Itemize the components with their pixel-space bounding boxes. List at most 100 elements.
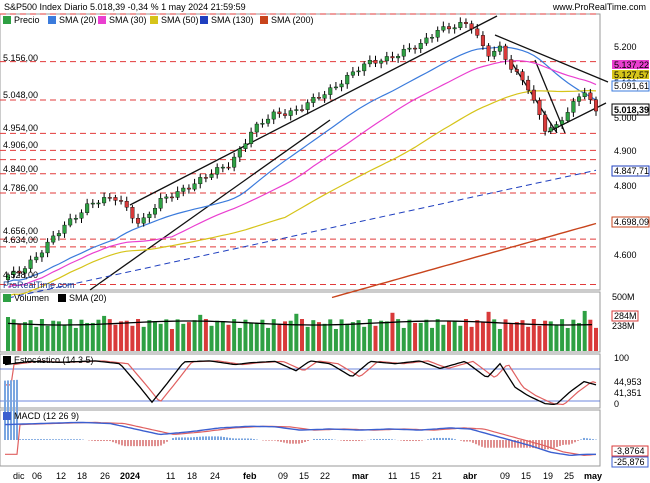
volume-bar <box>560 319 565 351</box>
volume-bar <box>509 323 514 351</box>
volume-bar <box>401 327 406 351</box>
x-tick: 11 <box>166 471 175 481</box>
stoch-axis-top: 100 <box>614 353 629 363</box>
volume-sma-line <box>7 320 593 326</box>
candle-body <box>475 28 480 36</box>
candle-body <box>232 156 237 168</box>
volume-bar <box>492 319 497 351</box>
volume-bar <box>215 320 220 351</box>
volume-bar <box>300 319 304 351</box>
candle-body <box>322 94 327 99</box>
volume-bar <box>379 320 384 351</box>
legend-price-swatch <box>3 16 11 24</box>
candle-body <box>497 45 502 52</box>
volume-bar <box>543 320 548 351</box>
volume-bar <box>243 319 248 351</box>
volume-bar <box>186 322 191 351</box>
candle-body <box>5 274 10 280</box>
volume-bar <box>90 322 95 351</box>
candle-body <box>531 89 536 101</box>
price-tick: 4.900 <box>614 146 637 156</box>
volume-bar <box>198 314 203 351</box>
volume-bar <box>175 319 180 351</box>
sma50-line <box>7 89 597 297</box>
legend-sma30: SMA (30) <box>109 15 147 25</box>
volume-bar <box>260 319 265 351</box>
badge-sma130 <box>611 165 650 177</box>
trendline <box>494 34 609 83</box>
macd-line <box>4 421 596 457</box>
stoch-k-badge: 44,953 <box>614 377 642 387</box>
macd-signal-badge <box>611 445 649 457</box>
volume-bar <box>56 321 61 351</box>
volume-bar <box>283 321 288 351</box>
volume-bar <box>237 327 242 351</box>
candle-body <box>582 92 587 98</box>
volume-bar <box>34 326 39 351</box>
candle-body <box>441 26 446 31</box>
macd-legend: MACD (12 26 9) <box>14 411 79 421</box>
volume-bar <box>430 327 435 351</box>
volume-bar <box>424 319 429 351</box>
volume-bar <box>17 323 22 351</box>
sma200-line <box>331 222 597 299</box>
candle-body <box>458 22 463 28</box>
candle-body <box>45 241 50 254</box>
stoch-d-badge: 41,351 <box>614 388 642 398</box>
price-tick: 5.200 <box>614 42 637 52</box>
x-tick: 15 <box>521 471 531 481</box>
sma30-line <box>7 60 597 288</box>
candle-body <box>186 187 191 190</box>
badge-sma200 <box>611 216 650 228</box>
candle-body <box>543 114 548 132</box>
candle-body <box>51 235 56 243</box>
candle-body <box>565 112 570 121</box>
candle-body <box>169 196 174 199</box>
candle-body <box>164 196 169 199</box>
volume-bar <box>6 317 10 351</box>
candle-body <box>520 71 525 81</box>
candle-body <box>85 203 90 213</box>
volume-bar <box>458 325 463 351</box>
candle-body <box>418 43 423 50</box>
volume-bar <box>333 328 338 351</box>
price-tick: 4.800 <box>614 181 637 191</box>
volume-bar <box>164 319 169 351</box>
volume-bar <box>435 319 440 351</box>
candle-body <box>373 59 378 64</box>
badge-sma130-text: 4.847,71 <box>614 166 649 176</box>
x-tick: 18 <box>187 471 197 481</box>
candle-body <box>509 59 514 70</box>
volume-bar <box>413 322 418 351</box>
volume-legend: Volumen <box>14 293 49 303</box>
candle-body <box>339 83 344 88</box>
x-tick: 11 <box>388 471 397 481</box>
volume-bar <box>22 322 27 351</box>
level-label: 4.840,00 <box>3 164 38 174</box>
volume-bar <box>181 323 186 351</box>
candle-body <box>90 202 95 205</box>
volume-bar <box>554 324 559 351</box>
volume-bar <box>130 325 135 351</box>
candle-body <box>430 37 435 39</box>
site-link[interactable]: www.ProRealTime.com <box>552 2 646 12</box>
volume-bar <box>588 319 593 351</box>
badge-last-text: 5.018,39 <box>614 105 649 115</box>
macd-lines <box>4 379 597 457</box>
candle-body <box>300 109 305 111</box>
candle-body <box>243 143 248 149</box>
volume-bar <box>11 319 16 351</box>
candle-body <box>56 233 61 237</box>
candle-body <box>28 259 33 269</box>
candle-body <box>356 70 361 73</box>
volume-bar <box>345 323 350 351</box>
candle-body <box>480 35 485 46</box>
stoch-legend: Estocástico (14 3 5) <box>14 355 94 365</box>
volume-bar <box>407 319 412 351</box>
volume-bar <box>192 320 197 351</box>
candle-body <box>141 217 146 224</box>
candle-body <box>39 252 44 258</box>
volume-bar <box>384 321 389 351</box>
badge-last <box>611 103 650 116</box>
